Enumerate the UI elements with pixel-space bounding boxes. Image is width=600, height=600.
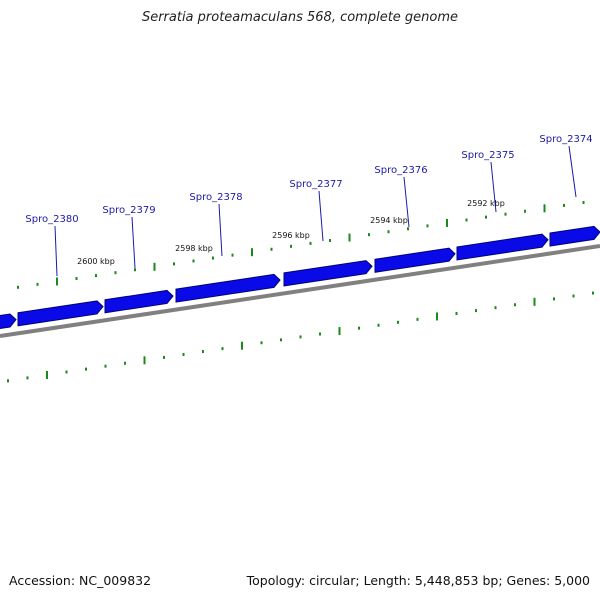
ruler-kbp-label: 2596 kbp (272, 231, 310, 240)
gene-arrow (456, 233, 549, 261)
gene-arrow (374, 247, 456, 273)
gene-label: Spro_2377 (289, 179, 342, 190)
gene-arrow (17, 300, 104, 327)
gene-arrow (283, 260, 373, 287)
gene-callout-line (131, 216, 136, 269)
gene-label: Spro_2380 (25, 214, 78, 225)
inner-tick-ring (7, 291, 594, 383)
ruler-kbp-label: 2600 kbp (77, 257, 115, 266)
gene-arrow (104, 289, 174, 314)
gene-arrow (549, 225, 600, 247)
map-title: Serratia proteamaculans 568, complete ge… (141, 10, 459, 25)
gene-label: Spro_2378 (189, 192, 242, 203)
gene-label: Spro_2379 (102, 205, 155, 216)
gene-callout-line (403, 176, 410, 228)
gene-callout-line (568, 145, 577, 198)
gene-callout-line (318, 190, 324, 242)
ruler-kbp-label: 2594 kbp (370, 216, 408, 225)
ruler-kbp-label: 2598 kbp (175, 244, 213, 253)
genome-summary: Topology: circular; Length: 5,448,853 bp… (246, 573, 590, 588)
ruler-kbp-label: 2592 kbp (467, 199, 505, 208)
gene-callout-line (54, 225, 58, 277)
gene-label: Spro_2374 (539, 134, 592, 145)
gene-arrow (175, 273, 281, 303)
genome-backbone (0, 244, 600, 338)
gene-label: Spro_2375 (461, 150, 514, 161)
outer-tick-ring (17, 200, 585, 289)
gene-track (0, 225, 600, 330)
gene-callout-line (490, 161, 497, 213)
gene-callout-line (218, 203, 223, 257)
gene-label: Spro_2376 (374, 165, 427, 176)
accession-label: Accession: NC_009832 (9, 573, 152, 588)
gene-callouts: Spro_2380 Spro_2379 Spro_2378 Spro_2377 Spro… (25, 134, 593, 277)
ruler-labels: 2600 kbp 2598 kbp 2596 kbp 2594 kbp 2592 kbp (77, 199, 505, 266)
gene-arrow (0, 313, 17, 330)
